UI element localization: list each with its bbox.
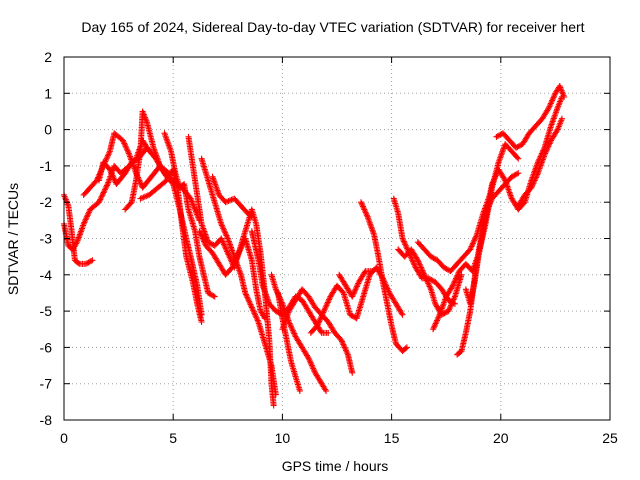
data-point: [210, 292, 217, 299]
x-tick-label: 0: [60, 430, 68, 446]
x-tick-label: 5: [169, 430, 177, 446]
x-tick-label: 15: [384, 430, 400, 446]
series-sat-t: [395, 246, 465, 318]
data-point: [127, 200, 134, 207]
data-point: [513, 170, 520, 177]
data-point: [558, 115, 565, 122]
data-point: [88, 258, 95, 265]
y-tick-label: -8: [40, 412, 53, 428]
data-point: [296, 387, 303, 394]
data-point: [272, 391, 279, 398]
data-point: [515, 170, 522, 177]
data-point: [553, 127, 560, 134]
data-point: [349, 369, 356, 376]
y-tick-label: -5: [40, 303, 53, 319]
data-point: [368, 268, 375, 275]
data-point: [104, 182, 111, 189]
y-axis-label: SDTVAR / TECUs: [5, 183, 21, 295]
series-sat-y: [493, 83, 568, 151]
y-tick-label: 0: [44, 122, 52, 138]
series-sat-p: [307, 264, 406, 336]
x-tick-label: 25: [602, 430, 618, 446]
data-point: [270, 402, 277, 409]
series-sat-a: [61, 191, 96, 267]
data-point: [211, 293, 218, 300]
data-point: [398, 310, 405, 317]
data-point: [102, 185, 109, 192]
series-sat-j: [209, 173, 255, 220]
y-tick-label: -7: [40, 376, 53, 392]
y-tick-label: 1: [44, 85, 52, 101]
data-point: [101, 188, 108, 195]
data-point: [514, 154, 521, 161]
data-point: [515, 155, 522, 162]
data-point: [97, 195, 104, 202]
data-point: [103, 183, 110, 190]
x-tick-label: 10: [275, 430, 291, 446]
grid-lines: [64, 57, 610, 420]
series-sat-x: [462, 93, 565, 307]
data-points: [61, 83, 568, 409]
axis-ticks: [63, 56, 611, 421]
y-tick-label: -3: [40, 231, 53, 247]
data-point: [198, 318, 205, 325]
data-point: [89, 257, 96, 264]
series-sat-r: [358, 199, 410, 355]
data-point: [97, 196, 104, 203]
series-sat-z: [515, 115, 565, 209]
data-point: [501, 176, 508, 183]
y-tick-label: 2: [44, 49, 52, 65]
series-sat-g: [161, 130, 218, 300]
y-tick-label: -4: [40, 267, 53, 283]
x-tick-label: 20: [493, 430, 509, 446]
series-sat-k: [196, 228, 268, 322]
data-point: [399, 311, 406, 318]
data-point: [99, 190, 106, 197]
series-sat-q: [336, 268, 375, 300]
data-point: [101, 186, 108, 193]
data-point: [325, 329, 332, 336]
y-tick-label: -1: [40, 158, 53, 174]
data-point: [98, 193, 105, 200]
series-sat-i: [198, 155, 279, 398]
y-tick-label: -2: [40, 194, 53, 210]
x-tick-labels: 0 5 10 15 20 25: [60, 430, 618, 446]
chart-title: Day 165 of 2024, Sidereal Day-to-day VTE…: [81, 19, 584, 35]
data-point: [95, 199, 102, 206]
y-tick-label: -6: [40, 339, 53, 355]
data-point: [261, 315, 268, 322]
data-point: [402, 345, 409, 352]
data-point: [403, 344, 410, 351]
data-point: [247, 212, 254, 219]
data-point: [96, 197, 103, 204]
data-point: [323, 387, 330, 394]
data-point: [561, 93, 568, 100]
y-tick-labels: -8 -7 -6 -5 -4 -3 -2 -1 0 1 2: [40, 49, 53, 428]
data-point: [248, 213, 255, 220]
data-point: [75, 260, 82, 267]
data-point: [100, 189, 107, 196]
data-point: [99, 192, 106, 199]
x-axis-label: GPS time / hours: [282, 458, 389, 474]
